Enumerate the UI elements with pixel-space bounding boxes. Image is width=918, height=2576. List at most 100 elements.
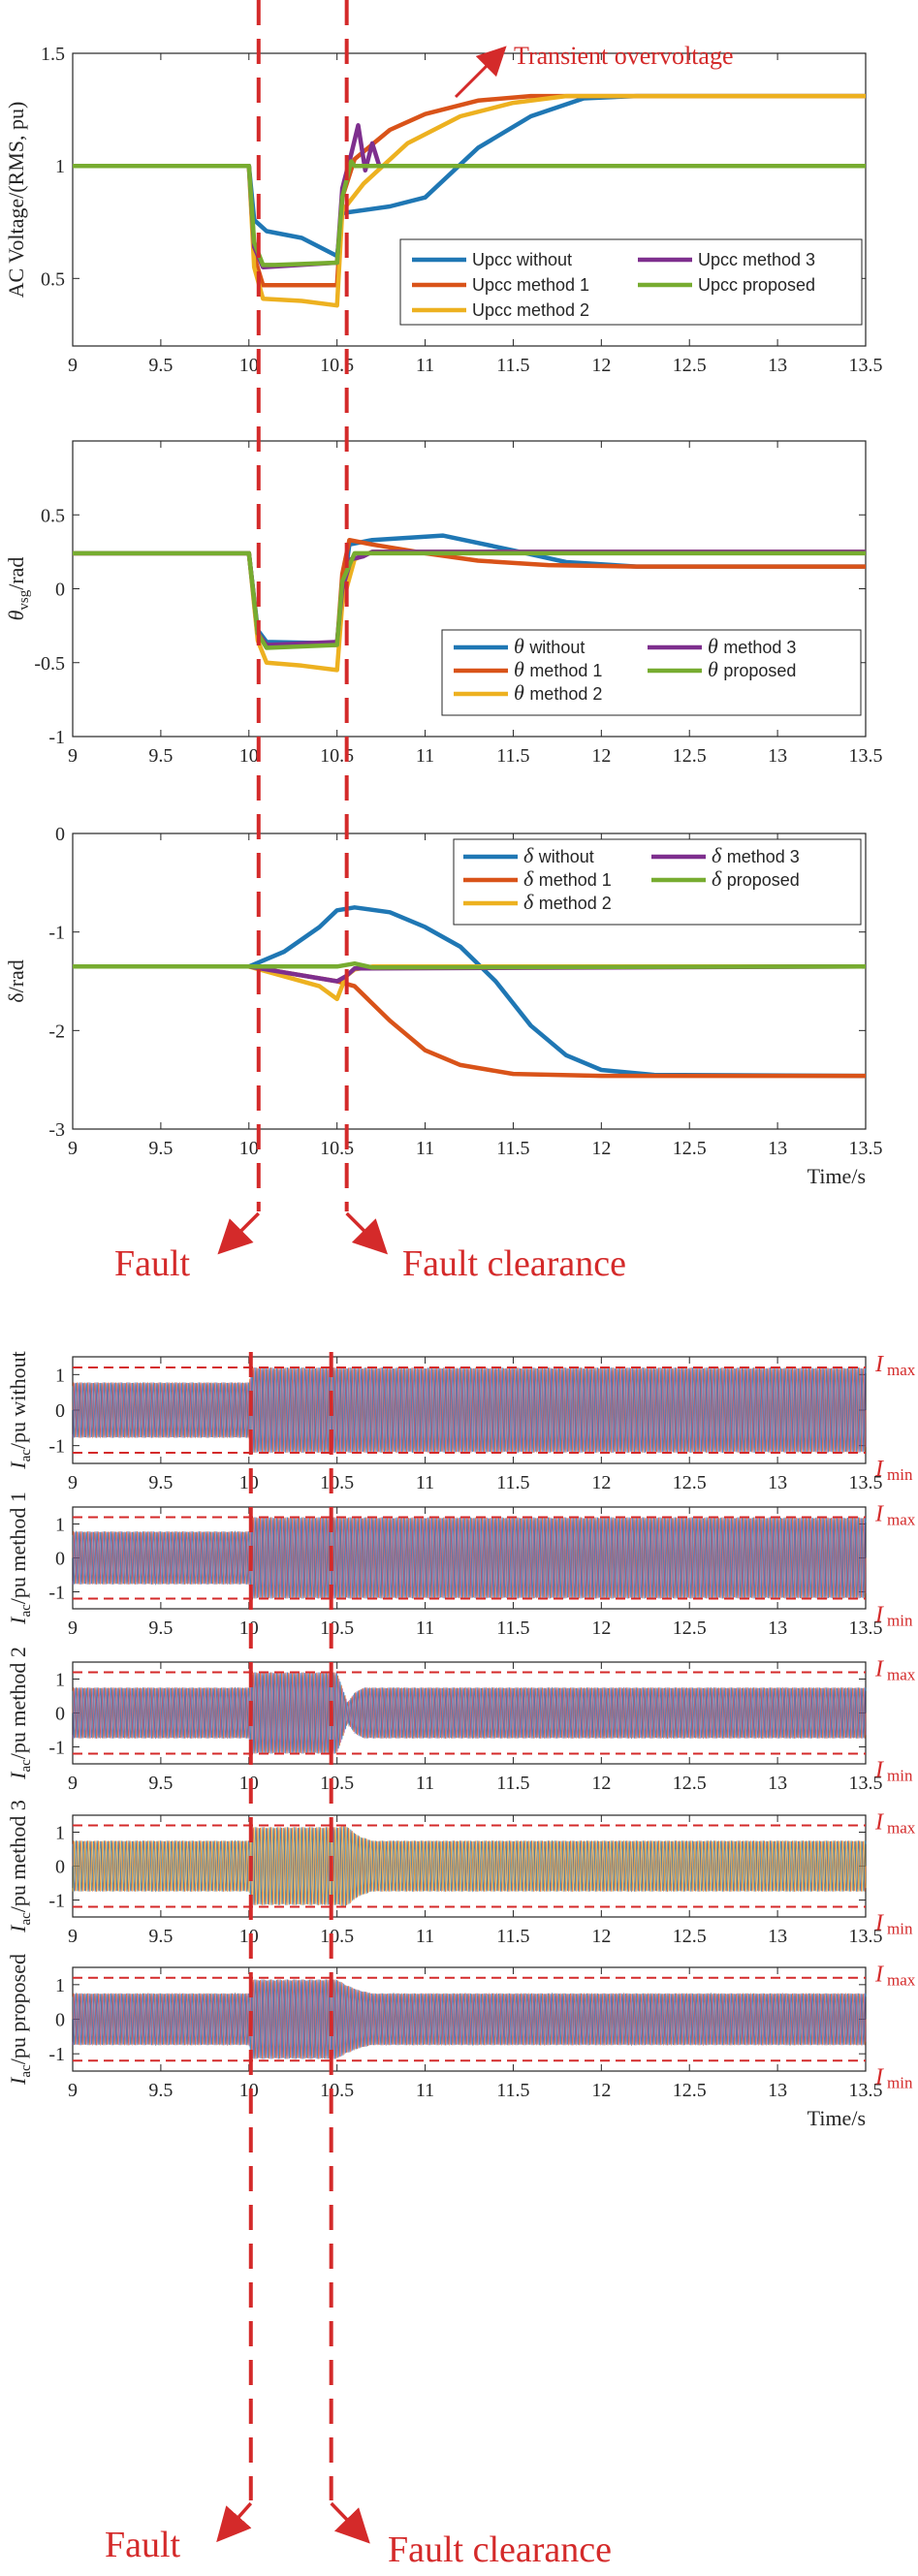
y-tick-label: 0 <box>55 2010 65 2031</box>
y-tick-label: 1 <box>55 1515 65 1536</box>
y-tick-label: 1 <box>55 1670 65 1691</box>
x-tick-label: 9.5 <box>148 1926 173 1947</box>
legend-box <box>399 238 863 326</box>
legend-name: proposed <box>723 661 796 680</box>
imax-subscript: max <box>887 1819 916 1838</box>
panel-2: 9 9.5 10 10.5 11 11.5 12 12.5 13 13.5-1-0.500.5θv… <box>4 440 883 767</box>
x-tick-label: 12.5 <box>673 1773 707 1794</box>
y-tick-label: 1 <box>55 1823 65 1844</box>
ylabel-unit: /pu method 2 <box>6 1647 30 1759</box>
x-tick-label: 11 <box>416 1472 434 1493</box>
legend-entry: δ method 2 <box>523 890 612 914</box>
x-tick-label: 11.5 <box>496 2080 529 2101</box>
x-tick-label: 9 <box>68 745 78 767</box>
legend-entry: θ method 2 <box>514 680 602 705</box>
y-tick-label: 0.5 <box>41 268 65 290</box>
ylabel-unit: /pu without <box>6 1351 30 1449</box>
current-phase-2 <box>72 1517 867 1599</box>
x-tick-label: 13 <box>768 1472 787 1493</box>
y-tick-label: 1 <box>55 1365 65 1386</box>
imin-subscript: min <box>887 1465 913 1484</box>
current-phase-1 <box>72 1979 867 2059</box>
x-tick-label: 10 <box>239 355 259 376</box>
x-tick-label: 9.5 <box>148 1472 173 1493</box>
legend-name: method 2 <box>529 684 602 704</box>
x-tick-label: 10.5 <box>320 1618 354 1639</box>
legend-name: without <box>528 638 585 657</box>
x-tick-label: 11 <box>416 1618 434 1639</box>
x-tick-label: 13.5 <box>849 1926 883 1947</box>
x-tick-label: 12.5 <box>673 1926 707 1947</box>
x-tick-label: 9.5 <box>148 1138 173 1159</box>
x-tick-label: 10 <box>239 1138 259 1159</box>
ylabel-subscript: ac <box>18 1604 34 1618</box>
x-tick-label: 12.5 <box>673 1618 707 1639</box>
current-phase-1 <box>72 1826 867 1906</box>
ylabel-subscript: ac <box>18 1449 34 1462</box>
ylabel-unit: /pu method 1 <box>6 1492 30 1604</box>
x-tick-label: 12 <box>591 745 611 767</box>
x-tick-label: 12 <box>591 1773 611 1794</box>
current-phase-3 <box>72 1826 867 1906</box>
y-tick-label: -1 <box>48 2044 65 2065</box>
series-line-5 <box>73 550 866 650</box>
plots-layer: 9 9.5 10 10.5 11 11.5 12 12.5 13 13.50.511.5AC Vo… <box>4 44 916 2130</box>
y-axis-label: Iac/pu without <box>6 1351 34 1470</box>
imin-label: I <box>874 1758 884 1783</box>
legend-entry: θ method 3 <box>708 634 796 658</box>
x-tick-label: 13.5 <box>849 1472 883 1493</box>
current-phase-2 <box>72 1979 867 2059</box>
imin-subscript: min <box>887 1767 913 1785</box>
series-line-1 <box>73 93 866 259</box>
y-tick-label: -1 <box>48 1583 65 1604</box>
y-tick-label: 0 <box>55 580 65 601</box>
x-tick-label: 11 <box>416 1926 434 1947</box>
series-line-1 <box>73 905 867 1079</box>
ylabel-unit: /rad <box>4 557 28 590</box>
x-tick-label: 10.5 <box>320 1138 354 1159</box>
ylabel-symbol: I <box>6 1461 30 1470</box>
imax-label: I <box>874 1657 884 1682</box>
legend-entry: Upcc without <box>472 250 572 269</box>
legend-symbol: δ <box>523 866 539 891</box>
legend-entry: θ method 1 <box>514 657 602 681</box>
imin-label: I <box>874 1457 884 1482</box>
current-phase-3 <box>72 1517 867 1599</box>
x-tick-label: 12.5 <box>673 1472 707 1493</box>
x-tick-label: 10.5 <box>320 1773 354 1794</box>
annotations-layer: Fault Fault clearance Fault Fault cleara… <box>105 0 734 2570</box>
fault-clearance-label-bottom: Fault clearance <box>388 2529 612 2570</box>
y-tick-label: 1 <box>55 1975 65 1996</box>
current-phase-2 <box>72 1672 867 1754</box>
x-tick-label: 9.5 <box>148 745 173 767</box>
current-phase-3 <box>72 1367 867 1454</box>
legend-symbol: δ <box>712 843 727 867</box>
y-axis-label: Iac/pu method 2 <box>6 1647 34 1780</box>
ylabel-unit: /pu proposed <box>6 1954 30 2064</box>
legend-entry: δ method 3 <box>712 843 800 867</box>
ylabel-symbol: θ <box>4 610 28 620</box>
y-tick-label: 0 <box>55 824 65 845</box>
legend-symbol: δ <box>712 866 727 891</box>
x-tick-label: 12 <box>591 1472 611 1493</box>
x-tick-label: 11.5 <box>496 1926 529 1947</box>
ylabel-subscript: ac <box>18 1759 34 1773</box>
imax-label: I <box>874 1502 884 1527</box>
y-tick-label: -1 <box>48 923 65 944</box>
x-tick-label: 13.5 <box>849 1618 883 1639</box>
fault-label-bottom: Fault <box>105 2525 181 2565</box>
legend-entry: Upcc method 1 <box>472 275 589 295</box>
x-tick-label: 10 <box>239 745 259 767</box>
fault-arrow-top <box>217 1211 261 1255</box>
legend-entry: θ without <box>514 634 585 658</box>
y-tick-label: -2 <box>48 1021 65 1042</box>
current-phase-3 <box>72 1979 867 2059</box>
x-tick-label: 10.5 <box>320 1472 354 1493</box>
legend-entry: δ without <box>523 843 594 867</box>
x-tick-label: 13.5 <box>849 1773 883 1794</box>
imax-subscript: max <box>887 1511 916 1529</box>
